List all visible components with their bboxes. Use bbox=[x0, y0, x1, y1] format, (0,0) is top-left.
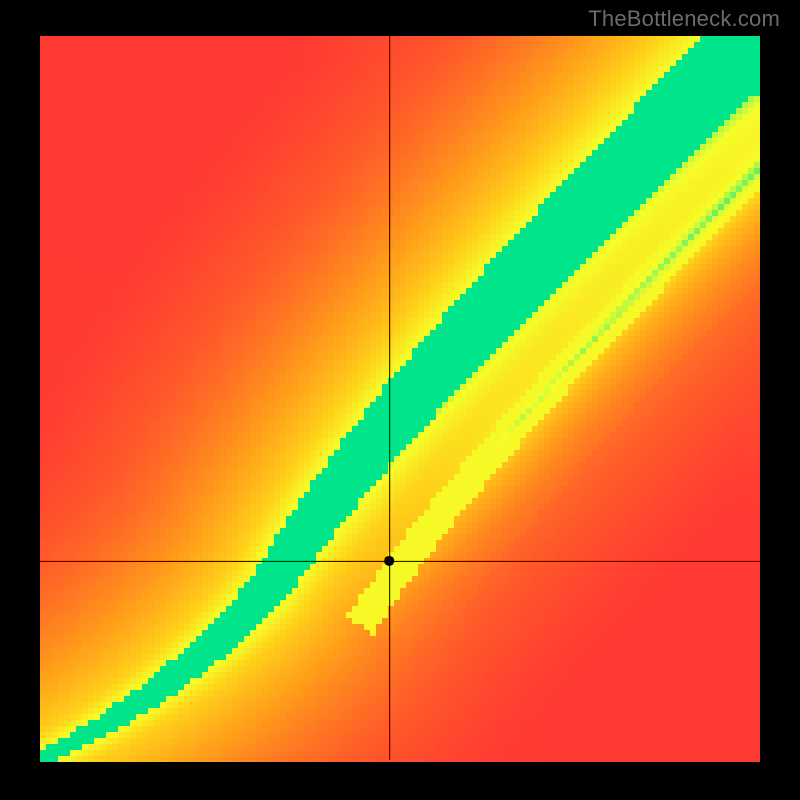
chart-container: TheBottleneck.com bbox=[0, 0, 800, 800]
watermark-text: TheBottleneck.com bbox=[588, 6, 780, 32]
heatmap-canvas bbox=[0, 0, 800, 800]
